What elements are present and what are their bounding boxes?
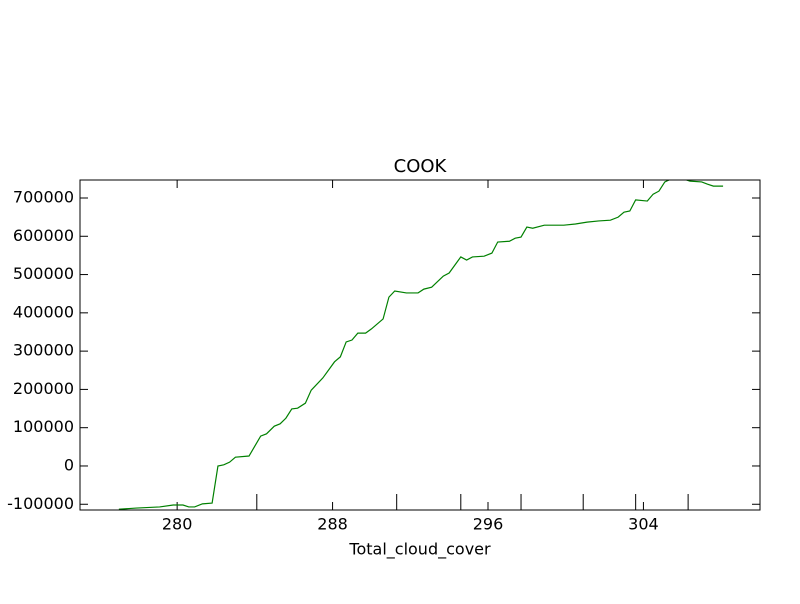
x-tick-label: 280 (162, 515, 193, 534)
x-tick-label: 288 (317, 515, 348, 534)
y-tick-label: 200000 (13, 379, 74, 398)
data-line (118, 180, 724, 510)
y-tick-label: 500000 (13, 264, 74, 283)
x-tick-label: 304 (628, 515, 659, 534)
y-tick-label: 100000 (13, 417, 74, 436)
y-tick-label: 400000 (13, 302, 74, 321)
y-tick-label: 600000 (13, 226, 74, 245)
plot-frame (79, 179, 761, 511)
chart-title: COOK (394, 156, 448, 177)
x-axis-label: Total_cloud_cover (348, 540, 491, 560)
y-tick-label: 0 (64, 455, 74, 474)
x-tick-label: 296 (473, 515, 504, 534)
y-tick-label: 700000 (13, 187, 74, 206)
y-tick-label: -100000 (7, 494, 74, 513)
y-tick-label: 300000 (13, 341, 74, 360)
